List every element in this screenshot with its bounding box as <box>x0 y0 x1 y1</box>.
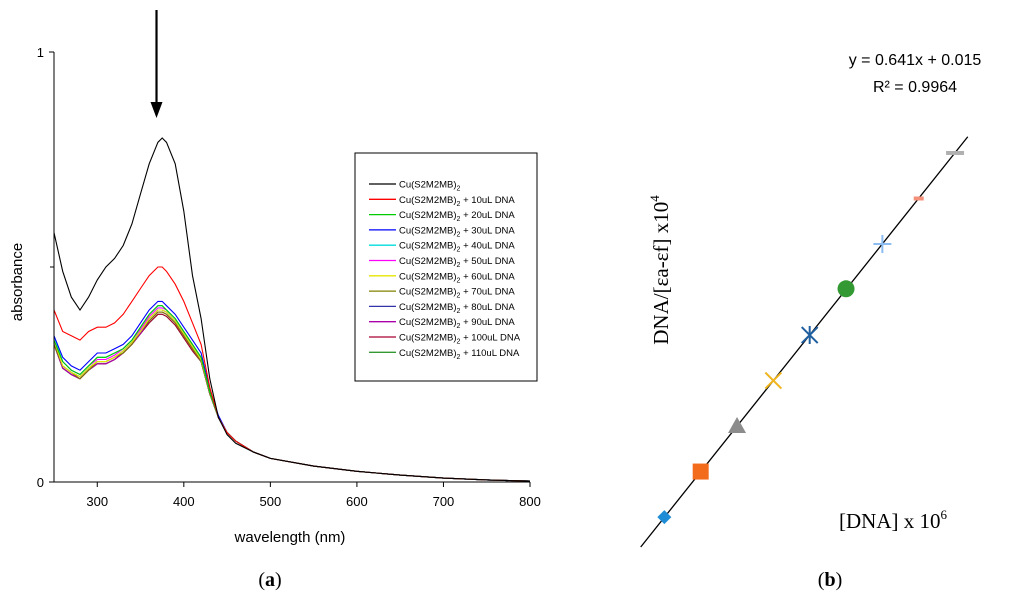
panel-a-label: (a) <box>258 569 281 591</box>
legend-entry: Cu(S2M2MB)2 + 20uL DNA <box>399 210 515 223</box>
down-arrow-icon <box>150 10 163 118</box>
arrow-head <box>150 102 163 118</box>
legend-entry: Cu(S2M2MB)2 + 100uL DNA <box>399 333 521 346</box>
x-tick-label: 700 <box>433 494 455 509</box>
legend-entry: Cu(S2M2MB)2 + 110uL DNA <box>399 348 520 361</box>
scatter-points <box>657 150 965 525</box>
legend-entry: Cu(S2M2MB)2 + 40uL DNA <box>399 241 515 254</box>
x-tick-label: 400 <box>173 494 195 509</box>
y-tick-label: 1 <box>37 45 44 60</box>
legend-box <box>354 152 538 382</box>
x-tick-label: 300 <box>86 494 108 509</box>
panel-a: 300 400 500 600 700 800 0 1 wavelength (nm) ab… <box>9 10 541 591</box>
y-axis-label: absorbance <box>9 243 26 321</box>
scatter-point-star <box>800 326 819 345</box>
spectra-series-group <box>53 137 531 482</box>
spectrum-line <box>53 137 531 482</box>
legend-entry: Cu(S2M2MB)2 + 10uL DNA <box>399 195 515 208</box>
scatter-point-dash <box>946 150 965 155</box>
legend-entry: Cu(S2M2MB)2 <box>399 180 461 193</box>
scatter-point-cross-x <box>764 371 783 390</box>
scatter-point-diamond <box>657 510 672 525</box>
legend-entry: Cu(S2M2MB)2 + 80uL DNA <box>399 302 515 315</box>
y-tick-label: 0 <box>37 475 44 490</box>
panel-b-label: (b) <box>818 569 842 591</box>
x-tick-label: 800 <box>519 494 541 509</box>
scatter-point-plus <box>873 235 892 253</box>
panel-b: y = 0.641x + 0.015 R² = 0.9964 DNA/[εa-ε… <box>640 52 982 591</box>
x-tick-label: 500 <box>260 494 282 509</box>
scatter-point-circle <box>837 280 855 298</box>
legend-entry: Cu(S2M2MB)2 + 70uL DNA <box>399 287 515 300</box>
x-axis-label: wavelength (nm) <box>234 529 346 546</box>
scatter-point-square <box>692 463 709 480</box>
y-axis-label-b: DNA/[εa-εf] x104 <box>647 195 673 345</box>
legend-entry: Cu(S2M2MB)2 + 30uL DNA <box>399 225 515 238</box>
scatter-point-dash <box>913 196 924 201</box>
x-axis-label-b: [DNA] x 106 <box>839 507 947 533</box>
x-tick-label: 600 <box>346 494 368 509</box>
legend-entry: Cu(S2M2MB)2 + 90uL DNA <box>399 317 515 330</box>
trendline-equation: y = 0.641x + 0.015 <box>849 52 982 69</box>
legend-entry: Cu(S2M2MB)2 + 60uL DNA <box>399 271 515 284</box>
scatter-point-triangle <box>728 417 747 434</box>
legend: Cu(S2M2MB)2 Cu(S2M2MB)2 + 10uL DNA Cu(S2M2… <box>369 180 521 361</box>
r-squared: R² = 0.9964 <box>873 79 957 96</box>
legend-entry: Cu(S2M2MB)2 + 50uL DNA <box>399 256 515 269</box>
